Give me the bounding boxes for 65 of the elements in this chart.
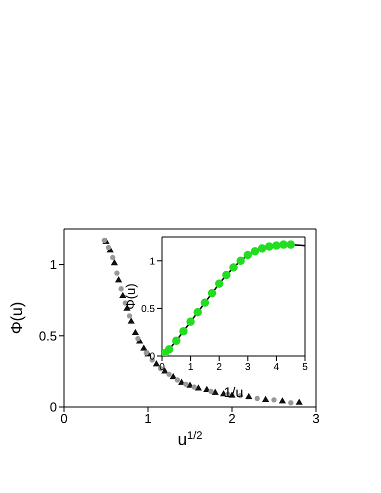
point — [102, 238, 107, 244]
point — [286, 240, 295, 249]
x-tick-label: 0 — [60, 411, 68, 426]
x-axis-title: 1/u — [224, 384, 244, 400]
point — [135, 336, 141, 342]
point — [179, 327, 188, 336]
y-axis-title: Φ(u) — [9, 302, 26, 334]
point — [229, 263, 238, 272]
point — [222, 270, 231, 280]
x-tick-label: 4 — [274, 362, 280, 374]
y-tick-label: 0 — [50, 400, 57, 415]
point — [254, 396, 260, 402]
point — [128, 317, 135, 324]
y-tick-label: 0.5 — [38, 328, 57, 344]
x-tick-label: 2 — [228, 411, 236, 426]
point — [114, 270, 120, 276]
point — [152, 360, 160, 366]
point — [110, 254, 116, 260]
point — [170, 372, 177, 380]
y-tick-label: 0.5 — [141, 304, 156, 315]
y-tick-label: 1 — [50, 257, 57, 272]
point — [208, 288, 216, 298]
point — [144, 350, 149, 356]
x-tick-label: 1 — [188, 362, 194, 374]
point — [194, 384, 202, 391]
point — [262, 396, 270, 402]
point — [258, 244, 266, 253]
point — [132, 328, 139, 336]
point — [174, 377, 180, 383]
point — [106, 244, 112, 250]
point — [126, 313, 132, 319]
point — [265, 242, 274, 251]
point — [279, 240, 288, 249]
x-tick-label: 3 — [245, 362, 252, 374]
y-axis-title: Φ(u) — [123, 283, 138, 310]
x-axis-title: u$^{1/2}$ — [178, 430, 202, 449]
point — [186, 318, 195, 326]
point — [288, 400, 294, 406]
point — [212, 388, 219, 395]
point — [140, 344, 148, 351]
point — [183, 382, 188, 387]
point — [250, 247, 260, 256]
point — [215, 279, 224, 288]
point — [244, 250, 252, 260]
point — [271, 397, 277, 403]
x-tick-label: 5 — [302, 362, 308, 374]
point — [200, 298, 210, 307]
point — [118, 286, 124, 292]
point — [245, 392, 252, 400]
x-tick-label: 2 — [216, 362, 222, 374]
point — [110, 259, 118, 266]
point — [192, 384, 197, 390]
point — [208, 388, 214, 394]
y-tick-label: 0 — [149, 352, 156, 363]
point — [115, 276, 122, 282]
point — [164, 345, 174, 354]
point — [278, 397, 286, 404]
x-tick-label: 3 — [312, 411, 320, 426]
point — [194, 308, 202, 316]
point — [296, 398, 303, 405]
point — [236, 256, 245, 265]
point — [272, 241, 281, 250]
point — [172, 336, 180, 345]
point — [166, 372, 172, 377]
y-tick-label: 1 — [149, 256, 156, 268]
